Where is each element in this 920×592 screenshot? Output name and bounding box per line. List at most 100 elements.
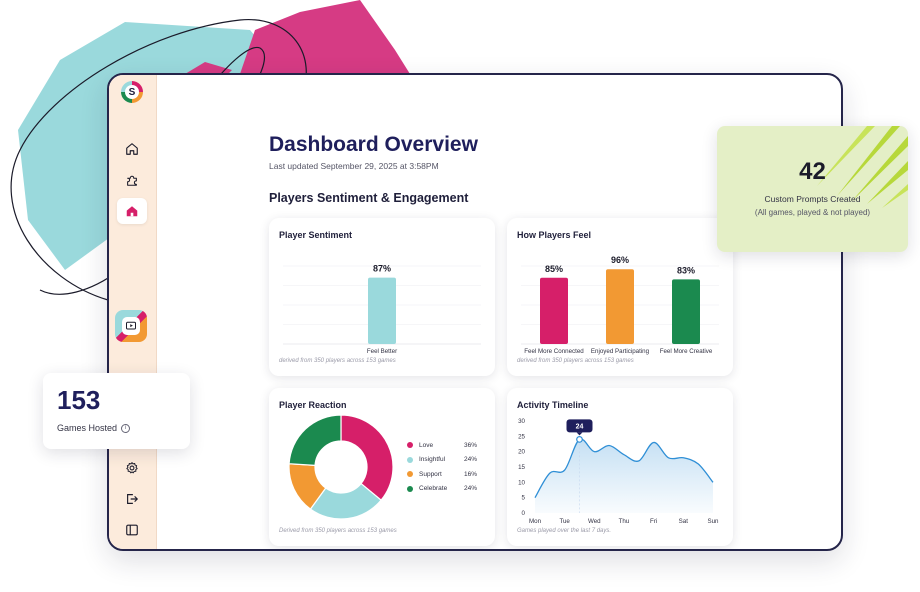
activity-timeline-chart: 0 5 10 15 20 25 30 Mon Tue Wed Thu Fri Sat Sun 24 (518, 418, 719, 525)
last-updated: Last updated September 29, 2025 at 3:58P… (269, 161, 439, 171)
legend-dot (407, 442, 413, 449)
legend-label: Love (419, 441, 434, 449)
bar-value-label: 83% (677, 265, 695, 275)
pink-blob-small (185, 62, 232, 74)
card-title: Activity Timeline (517, 400, 589, 410)
app-logo[interactable]: S (121, 81, 143, 103)
games-hosted-label: Games Hosted (57, 423, 118, 433)
legend-label: Celebrate (419, 485, 448, 493)
legend-value: 36% (463, 441, 477, 449)
sidebar-item-games[interactable] (117, 167, 147, 193)
legend-label: Insightful (419, 456, 446, 464)
custom-prompts-sub: (All games, played & not played) (754, 208, 871, 217)
player-sentiment-card: Player Sentiment 87% Feel Better derived … (269, 218, 495, 376)
card-title: Player Sentiment (279, 230, 353, 240)
series-line (534, 438, 714, 499)
pink-blob (240, 0, 410, 74)
activity-timeline-card: Activity Timeline 0 5 10 15 20 25 30 Mon Tue Wed T… (507, 388, 733, 546)
custom-prompts-label: Custom Prompts Created (764, 194, 861, 204)
sidebar-item-collapse[interactable] (117, 517, 147, 543)
legend-item-insightful[interactable]: Insightful 24% (407, 453, 477, 468)
sidebar-item-dashboard[interactable] (117, 198, 147, 224)
sidebar: S (109, 75, 157, 549)
tooltip-box (566, 419, 593, 433)
reaction-legend: Love 36% Insightful 24% Support 16% Celebrate 2… (407, 438, 477, 496)
tooltip-pointer (576, 432, 583, 436)
slice-celebrate[interactable] (288, 414, 342, 467)
x-tick-label: Wed (588, 518, 601, 525)
y-tick-label: 15 (518, 464, 525, 471)
bar-feel-better[interactable] (368, 277, 396, 344)
area-fill (535, 438, 713, 513)
bar-value-label: 96% (611, 255, 629, 265)
card-title: Player Reaction (279, 400, 347, 410)
tooltip-value: 24 (576, 423, 584, 430)
legend-dot (407, 485, 413, 492)
bar-category-label: Enjoyed Participating (591, 348, 650, 355)
custom-prompts-value: 42 (799, 158, 826, 185)
player-reaction-card: Player Reaction Love 36% Insightful 24% Supp… (269, 388, 495, 546)
x-tick-label: Thu (619, 518, 630, 525)
y-tick-label: 20 (518, 449, 525, 456)
sidebar-item-presentation[interactable] (115, 310, 147, 342)
legend-label: Support (419, 470, 442, 478)
card-footnote: derived from 350 players across 153 game… (279, 358, 396, 364)
house-filled-icon (126, 206, 138, 217)
legend-item-celebrate[interactable]: Celebrate 24% (407, 482, 477, 497)
sidebar-panel-icon (126, 524, 138, 536)
legend-value: 16% (463, 470, 477, 478)
legend-value: 24% (463, 485, 477, 493)
bar-value-label: 87% (373, 264, 391, 274)
x-tick-label: Tue (559, 518, 570, 525)
how-players-feel-card: How Players Feel 85% Feel More Connected 9… (507, 218, 733, 376)
games-hosted-card: 153 Games Hosted i (43, 373, 190, 449)
app-window: S Dashboard Overview Last updated Septem… (107, 73, 843, 551)
legend-dot (407, 471, 413, 478)
bar-category-label: Feel Better (367, 348, 397, 355)
logout-icon (127, 494, 139, 504)
how-players-feel-chart: 85% Feel More Connected 96% Enjoyed Partici… (521, 255, 719, 355)
x-tick-label: Mon (529, 518, 542, 525)
y-tick-label: 25 (518, 433, 525, 440)
x-tick-label: Fri (650, 518, 657, 525)
card-footnote: Derived from 350 players across 153 game… (279, 528, 397, 534)
games-hosted-label-row: Games Hosted i (57, 423, 131, 433)
bar-category-label: Feel More Connected (524, 348, 584, 355)
card-footnote: derived from 350 players across 153 game… (517, 358, 634, 364)
bar-enjoyed-participating[interactable] (606, 269, 634, 344)
legend-dot (407, 456, 413, 463)
player-sentiment-chart: 87% Feel Better (283, 264, 481, 355)
sidebar-item-home[interactable] (117, 136, 147, 162)
puzzle-icon (127, 175, 137, 186)
gear-icon (126, 462, 138, 474)
games-hosted-value: 153 (57, 385, 101, 415)
y-tick-label: 30 (518, 418, 525, 425)
screen-play-icon (126, 321, 136, 330)
y-tick-label: 10 (518, 479, 525, 486)
bar-category-label: Feel More Creative (660, 348, 713, 355)
bar-feel-more-connected[interactable] (540, 277, 568, 344)
logo-letter: S (125, 85, 139, 99)
x-tick-label: Sun (707, 518, 719, 525)
card-footnote: Games played over the last 7 days. (517, 528, 612, 534)
highlight-point[interactable] (576, 436, 583, 443)
info-icon[interactable]: i (121, 423, 131, 433)
x-tick-label: Sat (679, 518, 689, 525)
y-tick-label: 0 (522, 510, 526, 517)
leaf-decoration (817, 126, 908, 208)
legend-item-support[interactable]: Support 16% (407, 467, 477, 482)
sidebar-item-settings[interactable] (117, 455, 147, 481)
section-title: Players Sentiment & Engagement (269, 191, 469, 205)
custom-prompts-card: 42 Custom Prompts Created (All games, pl… (717, 126, 908, 252)
bar-value-label: 85% (545, 264, 563, 274)
card-title: How Players Feel (517, 230, 592, 240)
main-content: Dashboard Overview Last updated Septembe… (159, 75, 841, 549)
legend-item-love[interactable]: Love 36% (407, 438, 477, 453)
y-tick-label: 5 (522, 495, 526, 502)
sidebar-item-logout[interactable] (117, 486, 147, 512)
home-icon (126, 143, 138, 155)
page-title: Dashboard Overview (269, 133, 478, 156)
slice-love[interactable] (340, 414, 394, 501)
bar-feel-more-creative[interactable] (672, 279, 700, 344)
player-reaction-chart (288, 414, 394, 520)
